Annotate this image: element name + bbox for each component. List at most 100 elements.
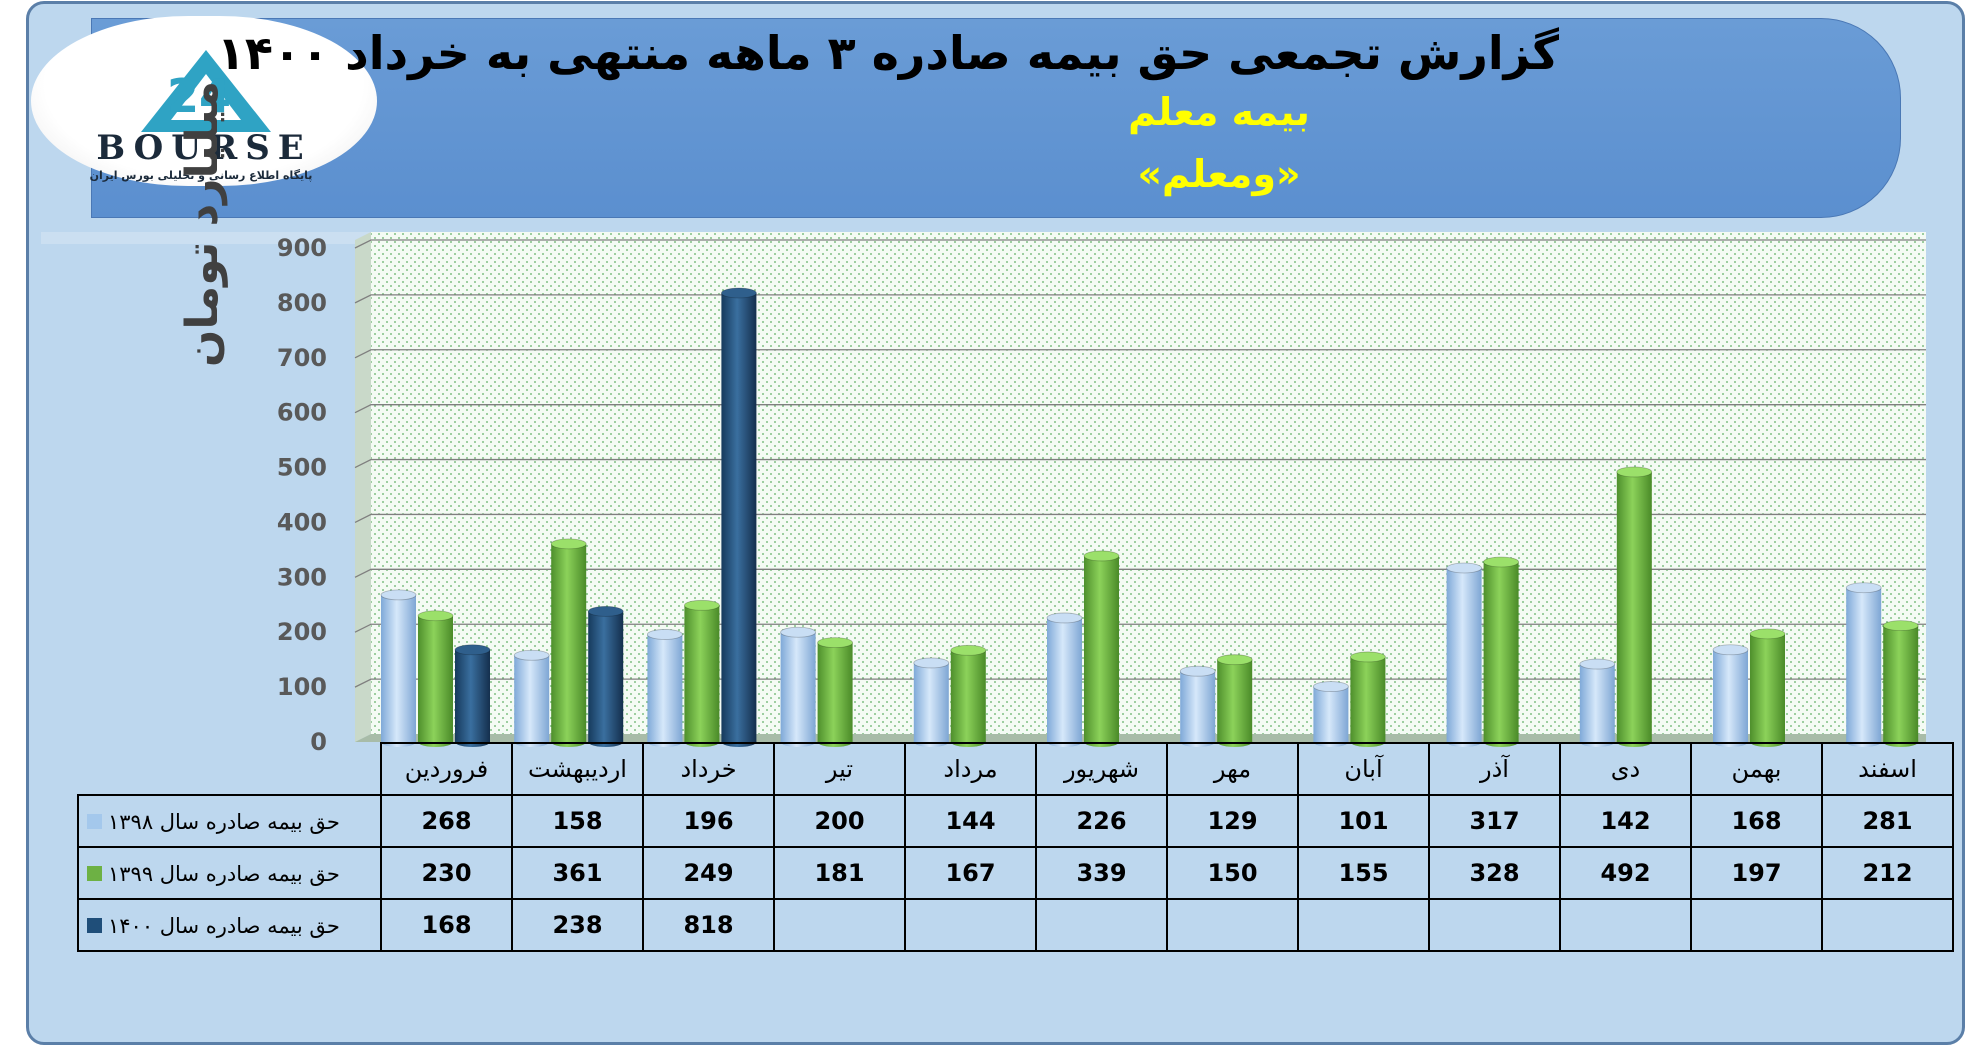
stock-symbol: «ومعلم»: [1137, 152, 1301, 196]
table-cell: [1297, 898, 1430, 952]
table-cell: 230: [380, 846, 513, 900]
report-title: گزارش تجمعی حق بیمه صادره ۳ ماهه منتهی ب…: [216, 26, 1559, 80]
gridline: [354, 239, 1926, 249]
month-header: بهمن: [1690, 742, 1823, 796]
month-header: آبان: [1297, 742, 1430, 796]
legend-label: حق بیمه صادره سال ۱۳۹۸: [108, 809, 340, 834]
bar-1398: [1579, 658, 1616, 747]
bar-1400: [721, 287, 757, 747]
bar-1399: [1749, 628, 1786, 747]
y-tick-label: 900: [277, 234, 327, 262]
bar-1398: [1179, 665, 1216, 747]
y-tick-label: 300: [277, 563, 327, 591]
legend-key-1398: [87, 814, 102, 829]
table-cell: 249: [642, 846, 775, 900]
month-header: خرداد: [642, 742, 775, 796]
bar-1400: [454, 644, 491, 747]
table-cell: 281: [1821, 794, 1954, 848]
month-header: اسفند: [1821, 742, 1954, 796]
legend-entry-1399: حق بیمه صادره سال ۱۳۹۹: [77, 846, 382, 900]
table-corner: [78, 743, 382, 796]
bar-1399: [1350, 651, 1386, 747]
table-cell: 317: [1428, 794, 1561, 848]
legend-key-1400: [87, 918, 102, 933]
table-cell: 200: [773, 794, 906, 848]
gridline: [354, 568, 1926, 578]
y-tick-label: 800: [277, 289, 327, 317]
gridline: [354, 623, 1926, 633]
month-header: مهر: [1166, 742, 1299, 796]
table-cell: 167: [904, 846, 1037, 900]
table-cell: [1035, 898, 1168, 952]
y-axis-label: میلیارد تومان: [177, 80, 228, 368]
plot-area: [355, 232, 1926, 742]
table-cell: [904, 898, 1037, 952]
month-header: اردیبهشت: [511, 742, 644, 796]
legend-entry-1398: حق بیمه صادره سال ۱۳۹۸: [77, 794, 382, 848]
gridline: [354, 458, 1926, 469]
month-header: دی: [1559, 742, 1692, 796]
report-frame: 24 BOURSE پایگاه اطلاع رسانی و تحلیلی بو…: [26, 1, 1965, 1045]
bar-1398: [1446, 562, 1482, 747]
bar-1399: [817, 637, 853, 747]
bar-1398: [780, 626, 816, 747]
table-cell: 168: [380, 898, 513, 952]
table-cell: 226: [1035, 794, 1168, 848]
bar-1398: [380, 589, 417, 747]
table-cell: 361: [511, 846, 644, 900]
bar-1399: [950, 644, 987, 747]
bourse24-logo: 24 BOURSE پایگاه اطلاع رسانی و تحلیلی بو…: [31, 16, 377, 186]
bar-1398: [1046, 612, 1083, 747]
table-cell: 238: [511, 898, 644, 952]
table-cell: [1690, 898, 1823, 952]
bar-1398: [647, 629, 683, 747]
table-cell: 197: [1690, 846, 1823, 900]
gridline: [354, 294, 1926, 304]
table-cell: 339: [1035, 846, 1168, 900]
table-cell: [773, 898, 906, 952]
gridlines: [354, 239, 1926, 688]
month-header: شهریور: [1035, 742, 1168, 796]
logo-tagline: پایگاه اطلاع رسانی و تحلیلی بورس ایران: [90, 169, 313, 182]
data-table: فروردین اردیبهشت خرداد تیر مرداد شهریور …: [77, 742, 1954, 952]
bar-1398: [913, 657, 950, 747]
gridline: [354, 678, 1926, 688]
table-cell: 150: [1166, 846, 1299, 900]
bar-1398: [1313, 681, 1349, 747]
legend-key-1399: [87, 866, 102, 881]
month-header: مرداد: [904, 742, 1037, 796]
table-cell: 129: [1166, 794, 1299, 848]
y-tick-label: 400: [277, 508, 327, 536]
table-cell: 155: [1297, 846, 1430, 900]
legend-label: حق بیمه صادره سال ۱۳۹۹: [108, 861, 340, 886]
month-header: آذر: [1428, 742, 1561, 796]
series-row-1399: حق بیمه صادره سال ۱۳۹۹ 230 361 249 181 1…: [77, 846, 1954, 900]
table-cell: 168: [1690, 794, 1823, 848]
legend-entry-1400: حق بیمه صادره سال ۱۴۰۰: [77, 898, 382, 952]
month-header-row: فروردین اردیبهشت خرداد تیر مرداد شهریور …: [78, 742, 1954, 796]
y-tick-label: 700: [277, 344, 327, 372]
table-cell: 101: [1297, 794, 1430, 848]
table-cell: [1821, 898, 1954, 952]
y-tick-label: 600: [277, 399, 327, 427]
table-cell: 212: [1821, 846, 1954, 900]
table-cell: [1559, 898, 1692, 952]
table-cell: [1166, 898, 1299, 952]
logo-wordmark: BOURSE: [96, 128, 311, 168]
series-row-1398: حق بیمه صادره سال ۱۳۹۸ 268 158 196 200 1…: [77, 794, 1954, 848]
bar-1400: [587, 605, 624, 747]
bar-1399: [1616, 466, 1653, 747]
y-tick-label: 200: [277, 618, 327, 646]
y-tick-label: 100: [277, 673, 327, 701]
legend-label: حق بیمه صادره سال ۱۴۰۰: [108, 913, 340, 938]
title-banner: [91, 18, 1901, 218]
bar-1399: [1483, 556, 1519, 747]
table-cell: 268: [380, 794, 513, 848]
table-cell: 196: [642, 794, 775, 848]
table-cell: 142: [1559, 794, 1692, 848]
bar-1398: [1845, 582, 1882, 747]
month-header: فروردین: [380, 742, 513, 796]
gridline: [354, 404, 1926, 414]
company-name: بیمه معلم: [1128, 90, 1310, 134]
